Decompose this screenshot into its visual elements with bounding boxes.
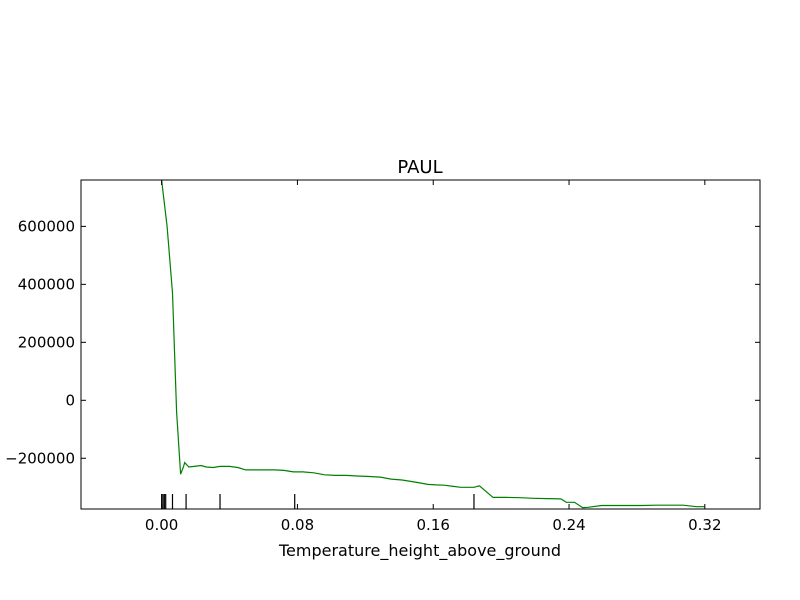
x-axis: 0.00 0.08 0.16 0.24 0.32 [145,180,722,534]
y-axis: −200000 0 200000 400000 600000 [5,217,760,467]
x-axis-label: Temperature_height_above_ground [278,541,561,561]
x-tick-label: 0.00 [145,516,178,534]
y-tick-label: 600000 [18,217,75,235]
y-tick-label: −200000 [5,449,75,467]
y-tick-label: 400000 [18,275,75,293]
series-line-0 [161,180,705,509]
chart-title: PAUL [397,157,442,178]
plot-frame [80,179,761,510]
x-tick-label: 0.08 [281,516,314,534]
y-tick-label: 200000 [18,333,75,351]
x-tick-label: 0.16 [417,516,450,534]
x-tick-label: 0.32 [688,516,721,534]
x-tick-label: 0.24 [552,516,585,534]
plot-area [161,180,705,509]
y-tick-label: 0 [65,391,75,409]
